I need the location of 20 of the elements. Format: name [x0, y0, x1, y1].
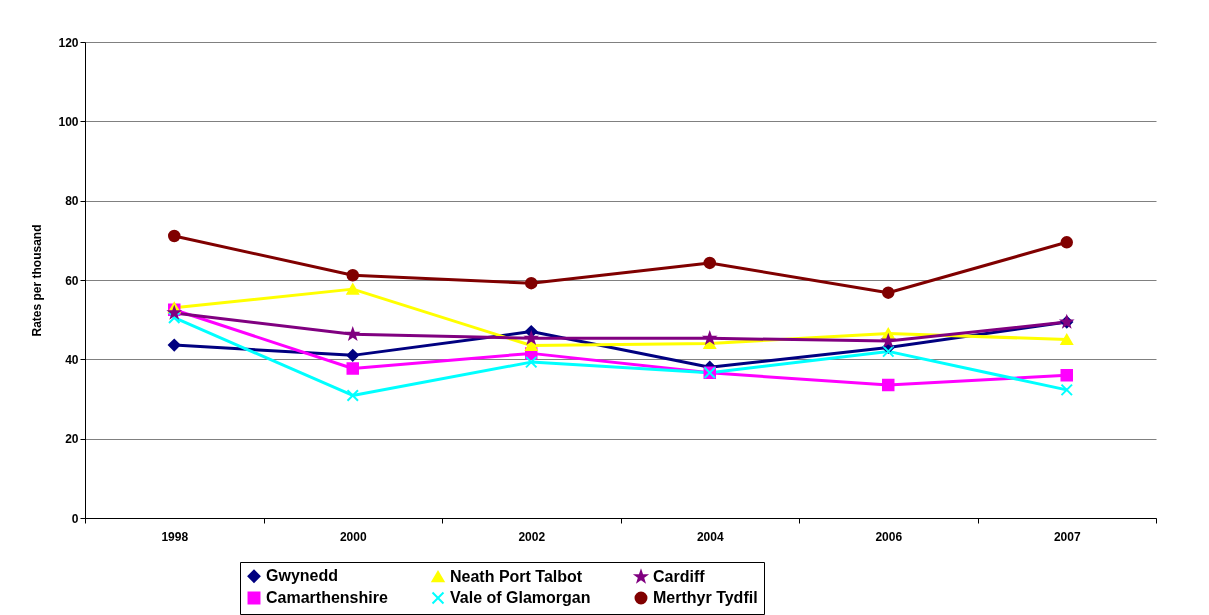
x-tick-label: 2000 [339, 529, 367, 544]
legend-label: Gwynedd [266, 567, 339, 585]
y-tick-label: 60 [65, 273, 79, 288]
x-tick-label: 2004 [696, 529, 724, 544]
legend-label: Camarthenshire [266, 589, 388, 606]
legend-label: Merthyr Tydfil [653, 589, 758, 606]
y-tick-label: 20 [65, 432, 79, 447]
legend-label: Vale of Glamorgan [450, 589, 591, 606]
y-tick-label: 100 [58, 114, 79, 129]
x-tick-label: 1998 [161, 529, 189, 544]
y-tick-label: 0 [71, 511, 79, 526]
y-tick-label: 80 [65, 194, 79, 209]
y-axis-title: Rates per thousand [30, 224, 45, 337]
legend-label: Cardiff [653, 567, 706, 585]
x-tick-label: 2007 [1053, 529, 1081, 544]
x-tick-label: 2002 [518, 529, 546, 544]
y-tick-label: 40 [65, 352, 79, 367]
legend-label: Neath Port Talbot [450, 567, 583, 585]
x-tick-label: 2006 [875, 529, 903, 544]
y-tick-label: 120 [58, 35, 79, 50]
